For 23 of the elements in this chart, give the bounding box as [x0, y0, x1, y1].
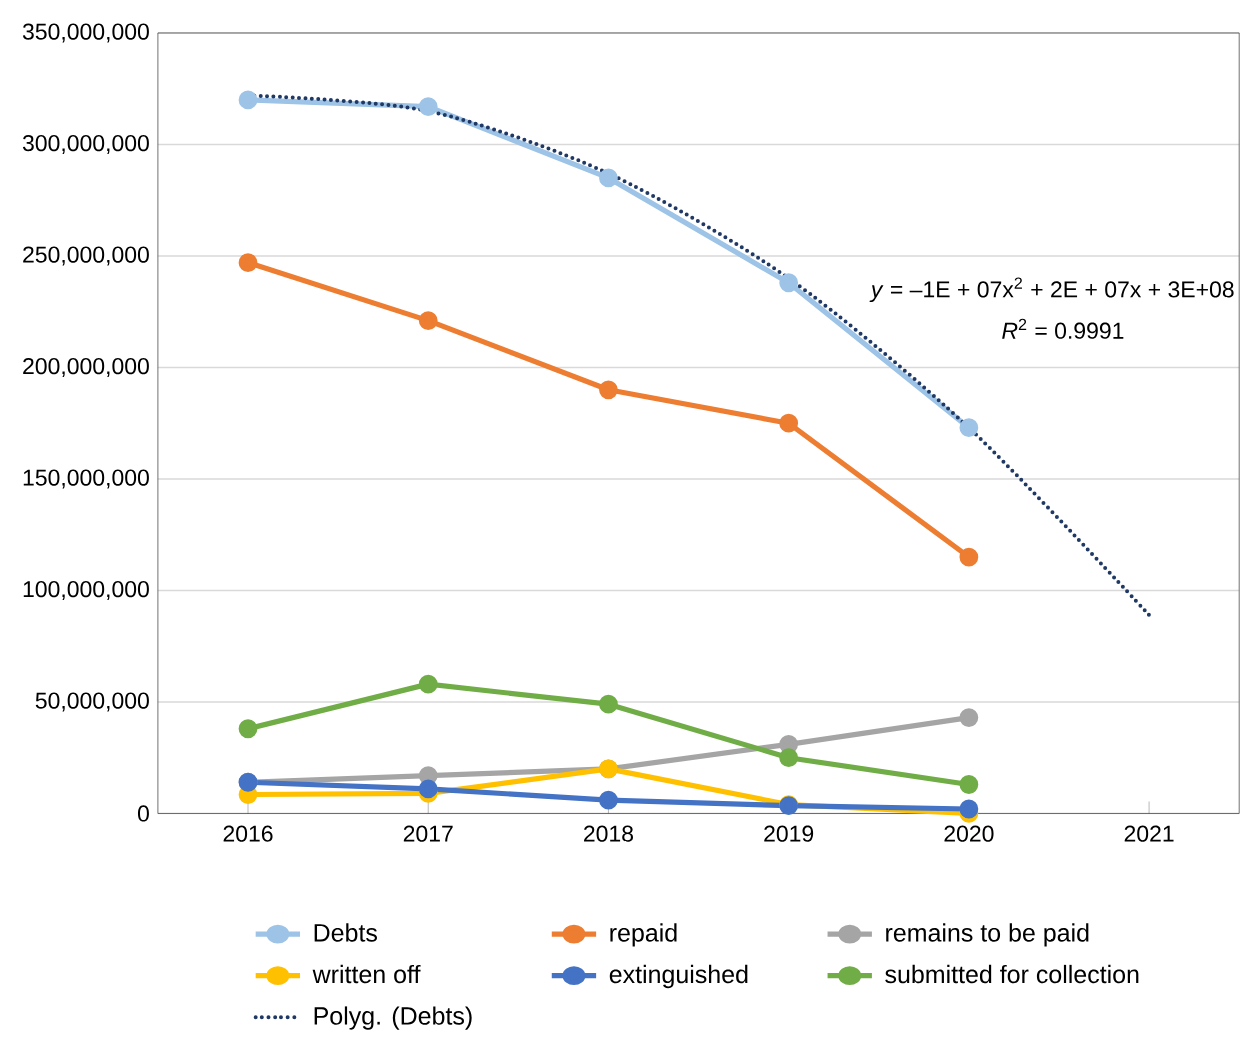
legend-label: Debts	[314, 923, 377, 942]
legend-label: Polyg. (Debts)	[314, 1006, 472, 1030]
y-tick-label: 100,000,000	[23, 580, 149, 600]
x-tick-label: 2019	[764, 825, 814, 842]
x-tick-label: 2018	[584, 825, 633, 842]
x-tick-label: 2021	[1124, 825, 1174, 842]
x-tick-label: 2017	[403, 825, 453, 842]
legend-label: remains to be paid	[886, 923, 1089, 947]
legend-label: extinguished	[609, 964, 748, 988]
y-tick-label: 350,000,000	[22, 23, 149, 43]
y-tick-label: 250,000,000	[23, 246, 149, 266]
annotation: R$^{2}$ = 0.9991	[1002, 318, 1124, 339]
y-tick-label: 300,000,000	[22, 134, 149, 154]
annotation: y = –1E + 07x$^{2}$ + 2E + 07x + 3E+08	[869, 277, 1234, 302]
y-tick-label: 50,000,000	[35, 692, 149, 712]
x-tick-label: 2020	[944, 825, 994, 842]
y-tick-label: 200,000,000	[23, 357, 149, 377]
y-tick-label: 0	[137, 805, 149, 822]
legend-label: repaid	[610, 923, 677, 947]
y-tick-label: 150,000,000	[23, 469, 149, 489]
legend-label: written off	[312, 964, 421, 984]
x-tick-label: 2016	[223, 825, 273, 842]
legend-label: submitted for collection	[885, 964, 1139, 984]
